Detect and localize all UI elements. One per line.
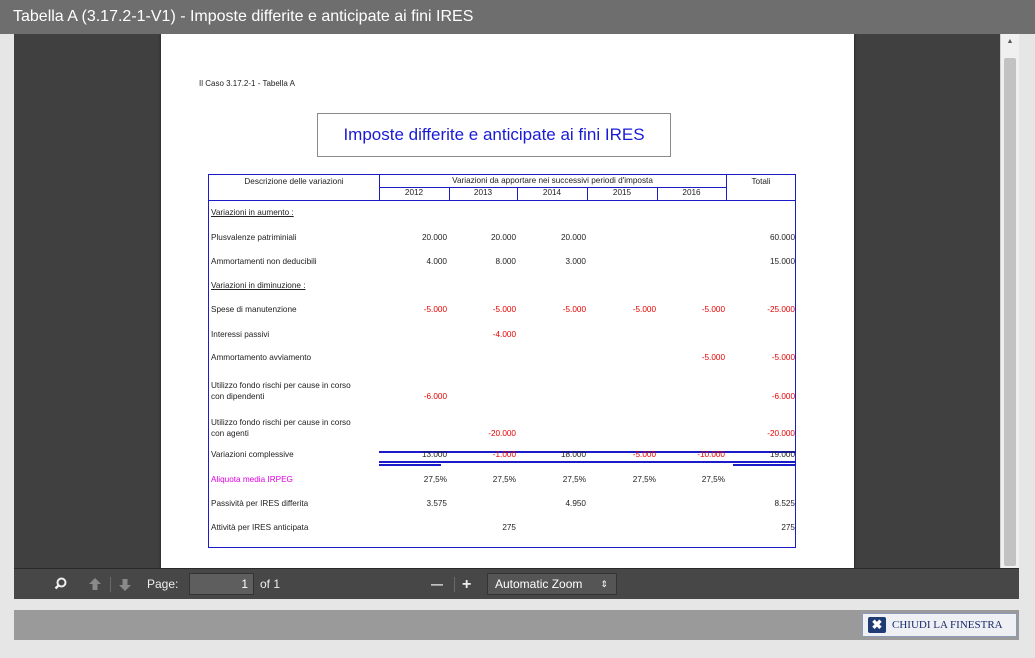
table-cell: -5.000 — [423, 305, 447, 314]
row-label: Variazioni in diminuzione : — [211, 281, 306, 290]
table-cell: -5.000 — [632, 450, 656, 459]
previous-page-icon[interactable] — [88, 569, 102, 600]
column-header-year: 2012 — [404, 188, 424, 197]
row-label: Plusvalenze patriminiali — [211, 233, 297, 242]
close-window-label: CHIUDI LA FINESTRA — [892, 619, 1003, 631]
table-cell: 4.000 — [426, 257, 448, 266]
zoom-in-button[interactable]: + — [462, 576, 472, 593]
select-caret-icon: ⇕ — [600, 579, 608, 589]
case-title: Il Caso 3.17.2-1 - Tabella A — [199, 79, 295, 88]
column-header-year: 2015 — [612, 188, 632, 197]
row-label: Variazioni complessive — [211, 450, 294, 459]
row-label: Utilizzo fondo rischi per cause in corso — [211, 381, 351, 390]
table-cell: 3.000 — [565, 257, 587, 266]
total-cell: 8.525 — [774, 499, 796, 508]
zoom-out-button[interactable]: — — [431, 577, 443, 591]
table-cell: -6.000 — [423, 392, 447, 401]
total-cell: -25.000 — [767, 305, 795, 314]
next-page-icon[interactable] — [118, 569, 132, 600]
window-footer: ✖ CHIUDI LA FINESTRA — [14, 610, 1019, 640]
column-header-year: 2013 — [473, 188, 493, 197]
window-title: Tabella A (3.17.2-1-V1) - Imposte differ… — [0, 0, 1035, 34]
table-cell: 3.575 — [426, 499, 448, 508]
table-cell: -10.000 — [697, 450, 725, 459]
document-title: Imposte differite e anticipate ai fini I… — [317, 113, 671, 157]
table-cell: -5.000 — [492, 305, 516, 314]
table-cell: 8.000 — [495, 257, 517, 266]
column-header-totals: Totali — [751, 177, 771, 186]
total-cell: 275 — [781, 523, 795, 532]
close-window-button[interactable]: ✖ CHIUDI LA FINESTRA — [862, 613, 1017, 637]
table-cell: -5.000 — [632, 305, 656, 314]
search-icon[interactable] — [54, 569, 68, 600]
row-label: Attività per IRES anticipata — [211, 523, 309, 532]
table-cell: -5.000 — [562, 305, 586, 314]
table-cell: 275 — [502, 523, 516, 532]
total-cell: -5.000 — [771, 353, 795, 362]
table-cell: 27,5% — [701, 475, 725, 484]
table-cell: -5.000 — [701, 353, 725, 362]
row-label: Variazioni in aumento : — [211, 208, 294, 217]
row-label: Aliquota media IRPEG — [211, 475, 293, 484]
table-cell: -4.000 — [492, 330, 516, 339]
table-cell: 27,5% — [423, 475, 447, 484]
total-cell: -20.000 — [767, 429, 795, 438]
row-label: Ammortamenti non deducibili — [211, 257, 317, 266]
table-cell: -20.000 — [488, 429, 516, 438]
scroll-thumb[interactable] — [1004, 58, 1016, 566]
table-cell: 27,5% — [562, 475, 586, 484]
table-cell: 20.000 — [560, 233, 586, 242]
zoom-value: Automatic Zoom — [495, 577, 583, 591]
total-cell: -6.000 — [771, 392, 795, 401]
pdf-viewer[interactable]: Il Caso 3.17.2-1 - Tabella A Imposte dif… — [14, 34, 1019, 568]
page-label: Page: — [147, 577, 179, 591]
zoom-select[interactable]: Automatic Zoom ⇕ — [487, 573, 617, 595]
row-label: Utilizzo fondo rischi per cause in corso — [211, 418, 351, 427]
page-number-input[interactable] — [189, 573, 254, 595]
pdf-page: Il Caso 3.17.2-1 - Tabella A Imposte dif… — [161, 34, 854, 568]
close-icon: ✖ — [868, 617, 886, 633]
row-label-continued: con dipendenti — [211, 392, 265, 401]
table-cell: 27,5% — [632, 475, 656, 484]
column-header-year: 2016 — [682, 188, 701, 197]
row-label: Interessi passivi — [211, 330, 270, 339]
tax-table: Descrizione delle variazioni Variazioni … — [208, 174, 796, 548]
table-cell: 18.000 — [560, 450, 586, 459]
row-label: Spese di manutenzione — [211, 305, 297, 314]
column-header-period-group: Variazioni da apportare nei successivi p… — [452, 176, 653, 185]
table-cell: 27,5% — [492, 475, 516, 484]
column-header-year: 2014 — [542, 188, 562, 197]
table-cell: -5.000 — [701, 305, 725, 314]
column-header-description: Descrizione delle variazioni — [244, 177, 344, 186]
table-cell: 20.000 — [421, 233, 447, 242]
row-label-continued: con agenti — [211, 429, 249, 438]
vertical-scrollbar[interactable]: ▲ — [1000, 34, 1019, 568]
table-cell: 13.000 — [421, 450, 447, 459]
table-cell: 20.000 — [490, 233, 516, 242]
table-cell: -1.000 — [492, 450, 516, 459]
total-cell: 19.000 — [769, 450, 795, 459]
scroll-up-arrow-icon[interactable]: ▲ — [1006, 38, 1014, 45]
page-count: of 1 — [260, 577, 281, 591]
table-cell: 4.950 — [565, 499, 587, 508]
total-cell: 60.000 — [769, 233, 795, 242]
total-cell: 15.000 — [769, 257, 795, 266]
row-label: Passività per IRES differita — [211, 499, 309, 508]
row-label: Ammortamento avviamento — [211, 353, 312, 362]
pdf-toolbar: Page: of 1 — + Automatic Zoom ⇕ — [14, 568, 1019, 599]
